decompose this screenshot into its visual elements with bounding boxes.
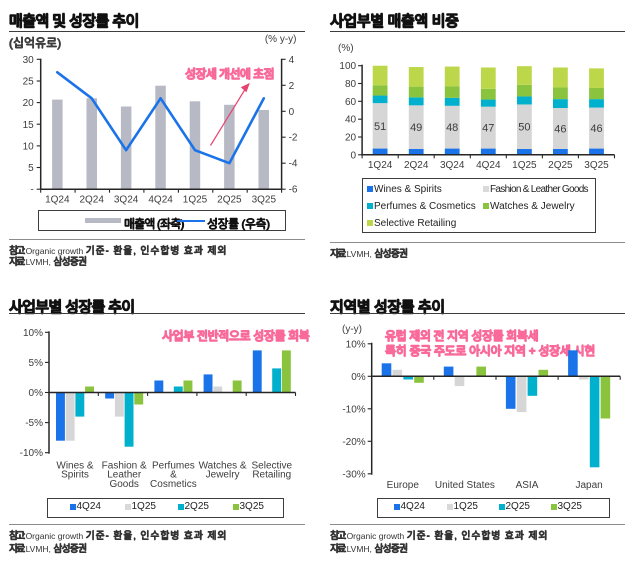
svg-text:Perfumes: Perfumes (152, 461, 195, 472)
svg-text:Fashion &: Fashion & (102, 461, 147, 472)
svg-text:Leather: Leather (107, 470, 142, 481)
svg-text:-2: -2 (289, 133, 298, 144)
svg-text:3Q25: 3Q25 (584, 160, 609, 171)
svg-text:100: 100 (339, 61, 356, 72)
svg-text:10%: 10% (23, 328, 43, 339)
svg-text:0: 0 (351, 150, 357, 161)
svg-text:80: 80 (345, 79, 357, 90)
svg-text:48: 48 (446, 122, 458, 134)
svg-text:60: 60 (345, 97, 357, 108)
svg-text:Japan: Japan (575, 480, 602, 491)
svg-text:-5%: -5% (25, 418, 43, 429)
svg-text:0: 0 (289, 107, 295, 118)
svg-text:Europe: Europe (387, 480, 420, 491)
svg-text:47: 47 (482, 123, 494, 135)
svg-text:40: 40 (345, 115, 357, 126)
svg-text:ASIA: ASIA (516, 480, 539, 491)
svg-text:-20%: -20% (342, 437, 365, 448)
svg-text:1Q24: 1Q24 (45, 195, 70, 206)
svg-text:Watches &: Watches & (199, 461, 247, 472)
svg-text:&: & (170, 470, 177, 481)
svg-text:Retailing: Retailing (252, 470, 291, 481)
svg-text:10%: 10% (346, 339, 366, 350)
svg-text:Jewelry: Jewelry (206, 470, 240, 481)
svg-text:49: 49 (410, 122, 422, 134)
svg-text:3Q24: 3Q24 (114, 195, 139, 206)
svg-text:15: 15 (23, 120, 35, 131)
svg-text:3Q24: 3Q24 (440, 160, 465, 171)
svg-text:United States: United States (435, 480, 495, 491)
svg-text:4Q24: 4Q24 (476, 160, 501, 171)
svg-text:-: - (30, 185, 33, 196)
svg-text:Goods: Goods (109, 479, 138, 490)
svg-text:51: 51 (374, 121, 386, 133)
svg-text:46: 46 (590, 123, 602, 135)
svg-text:10: 10 (23, 141, 35, 152)
svg-text:-6: -6 (289, 185, 298, 196)
svg-text:Cosmetics: Cosmetics (150, 479, 197, 490)
svg-text:1Q25: 1Q25 (183, 195, 208, 206)
svg-text:0%: 0% (29, 388, 44, 399)
svg-text:5%: 5% (29, 358, 44, 369)
svg-text:1Q24: 1Q24 (368, 160, 393, 171)
svg-text:Spirits: Spirits (61, 470, 89, 481)
svg-text:1Q25: 1Q25 (512, 160, 537, 171)
svg-text:Wines &: Wines & (56, 461, 94, 472)
svg-text:30: 30 (23, 55, 35, 66)
svg-text:2Q24: 2Q24 (404, 160, 429, 171)
svg-text:46: 46 (554, 124, 566, 136)
svg-text:-10%: -10% (342, 404, 365, 415)
svg-text:-30%: -30% (342, 469, 365, 480)
svg-text:-4: -4 (289, 159, 298, 170)
svg-text:50: 50 (518, 122, 530, 134)
svg-text:4: 4 (289, 55, 295, 66)
svg-text:Selective: Selective (252, 461, 293, 472)
svg-text:4Q24: 4Q24 (148, 195, 173, 206)
svg-text:0%: 0% (351, 372, 366, 383)
svg-text:2: 2 (289, 81, 295, 92)
svg-text:2Q25: 2Q25 (217, 195, 242, 206)
svg-text:5: 5 (28, 163, 34, 174)
svg-text:20: 20 (345, 133, 357, 144)
svg-text:-10%: -10% (20, 448, 43, 459)
svg-text:25: 25 (23, 77, 35, 88)
svg-text:2Q25: 2Q25 (548, 160, 573, 171)
svg-text:3Q25: 3Q25 (252, 195, 277, 206)
svg-text:2Q24: 2Q24 (79, 195, 104, 206)
svg-text:20: 20 (23, 98, 35, 109)
